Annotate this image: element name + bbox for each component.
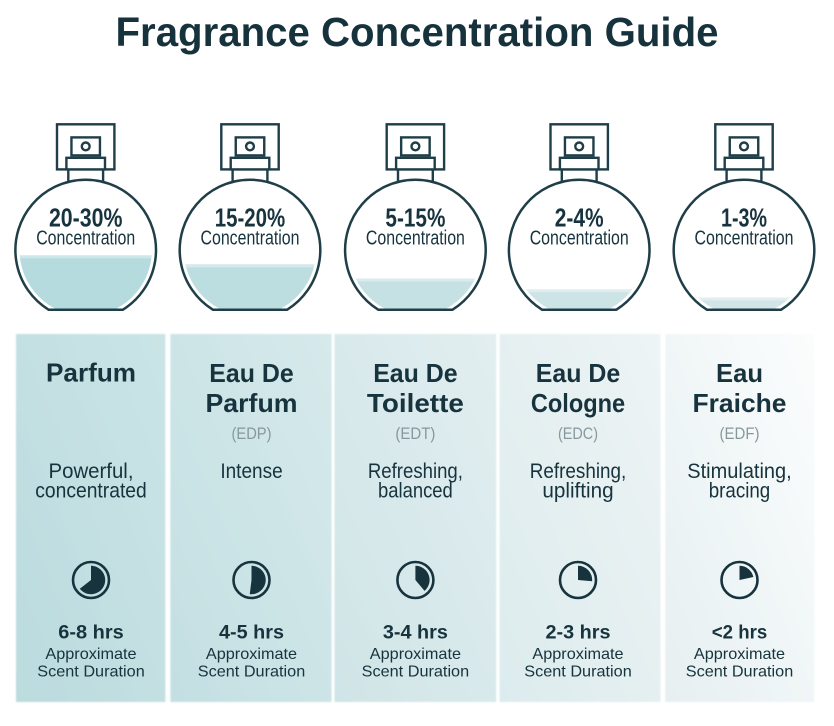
svg-text:Approximate: Approximate [45,646,136,663]
svg-text:Scent Duration: Scent Duration [198,664,306,681]
svg-text:Scent Duration: Scent Duration [686,664,794,681]
svg-text:Eau De: Eau De [209,358,293,388]
svg-text:Parfum: Parfum [46,358,136,388]
svg-text:(EDP): (EDP) [232,424,272,443]
svg-text:Approximate: Approximate [206,646,297,663]
svg-text:Concentration: Concentration [36,227,135,249]
svg-text:Scent Duration: Scent Duration [524,664,632,681]
svg-text:3-4 hrs: 3-4 hrs [383,622,448,644]
svg-text:Concentration: Concentration [530,227,629,249]
svg-text:4-5 hrs: 4-5 hrs [219,622,284,644]
svg-text:Parfum: Parfum [206,388,298,418]
svg-text:Stimulating,: Stimulating, [687,460,791,483]
svg-text:2-3 hrs: 2-3 hrs [546,622,611,644]
svg-text:Scent Duration: Scent Duration [37,664,145,681]
svg-text:15-20%: 15-20% [215,203,286,233]
svg-text:Eau: Eau [716,358,763,388]
svg-text:Concentration: Concentration [201,227,300,249]
svg-text:Refreshing,: Refreshing, [530,460,627,483]
svg-text:Fragrance Concentration Guide: Fragrance Concentration Guide [116,9,719,55]
svg-text:Toilette: Toilette [367,388,464,418]
svg-text:Scent Duration: Scent Duration [362,664,470,681]
svg-text:Powerful,: Powerful, [49,460,134,483]
svg-text:1-3%: 1-3% [721,203,767,233]
svg-text:5-15%: 5-15% [385,203,445,233]
svg-text:Approximate: Approximate [694,646,785,663]
svg-text:(EDT): (EDT) [395,424,435,443]
svg-text:concentrated: concentrated [35,480,147,503]
svg-text:<2 hrs: <2 hrs [712,622,768,644]
svg-text:Intense: Intense [220,460,282,483]
svg-text:Approximate: Approximate [370,646,461,663]
svg-text:Concentration: Concentration [695,227,794,249]
svg-text:bracing: bracing [709,480,771,503]
svg-text:2-4%: 2-4% [555,203,604,233]
svg-text:20-30%: 20-30% [49,203,123,233]
svg-text:balanced: balanced [378,480,453,503]
svg-text:Approximate: Approximate [532,646,623,663]
svg-text:Concentration: Concentration [366,227,465,249]
svg-text:Eau De: Eau De [536,358,620,388]
svg-text:uplifting: uplifting [542,480,613,503]
svg-text:Eau De: Eau De [373,358,457,388]
svg-text:(EDF): (EDF) [720,424,760,443]
svg-text:Cologne: Cologne [531,388,625,418]
svg-text:Refreshing,: Refreshing, [368,460,463,483]
svg-text:6-8 hrs: 6-8 hrs [58,622,124,644]
svg-text:(EDC): (EDC) [558,424,598,443]
svg-text:Fraiche: Fraiche [693,388,787,418]
